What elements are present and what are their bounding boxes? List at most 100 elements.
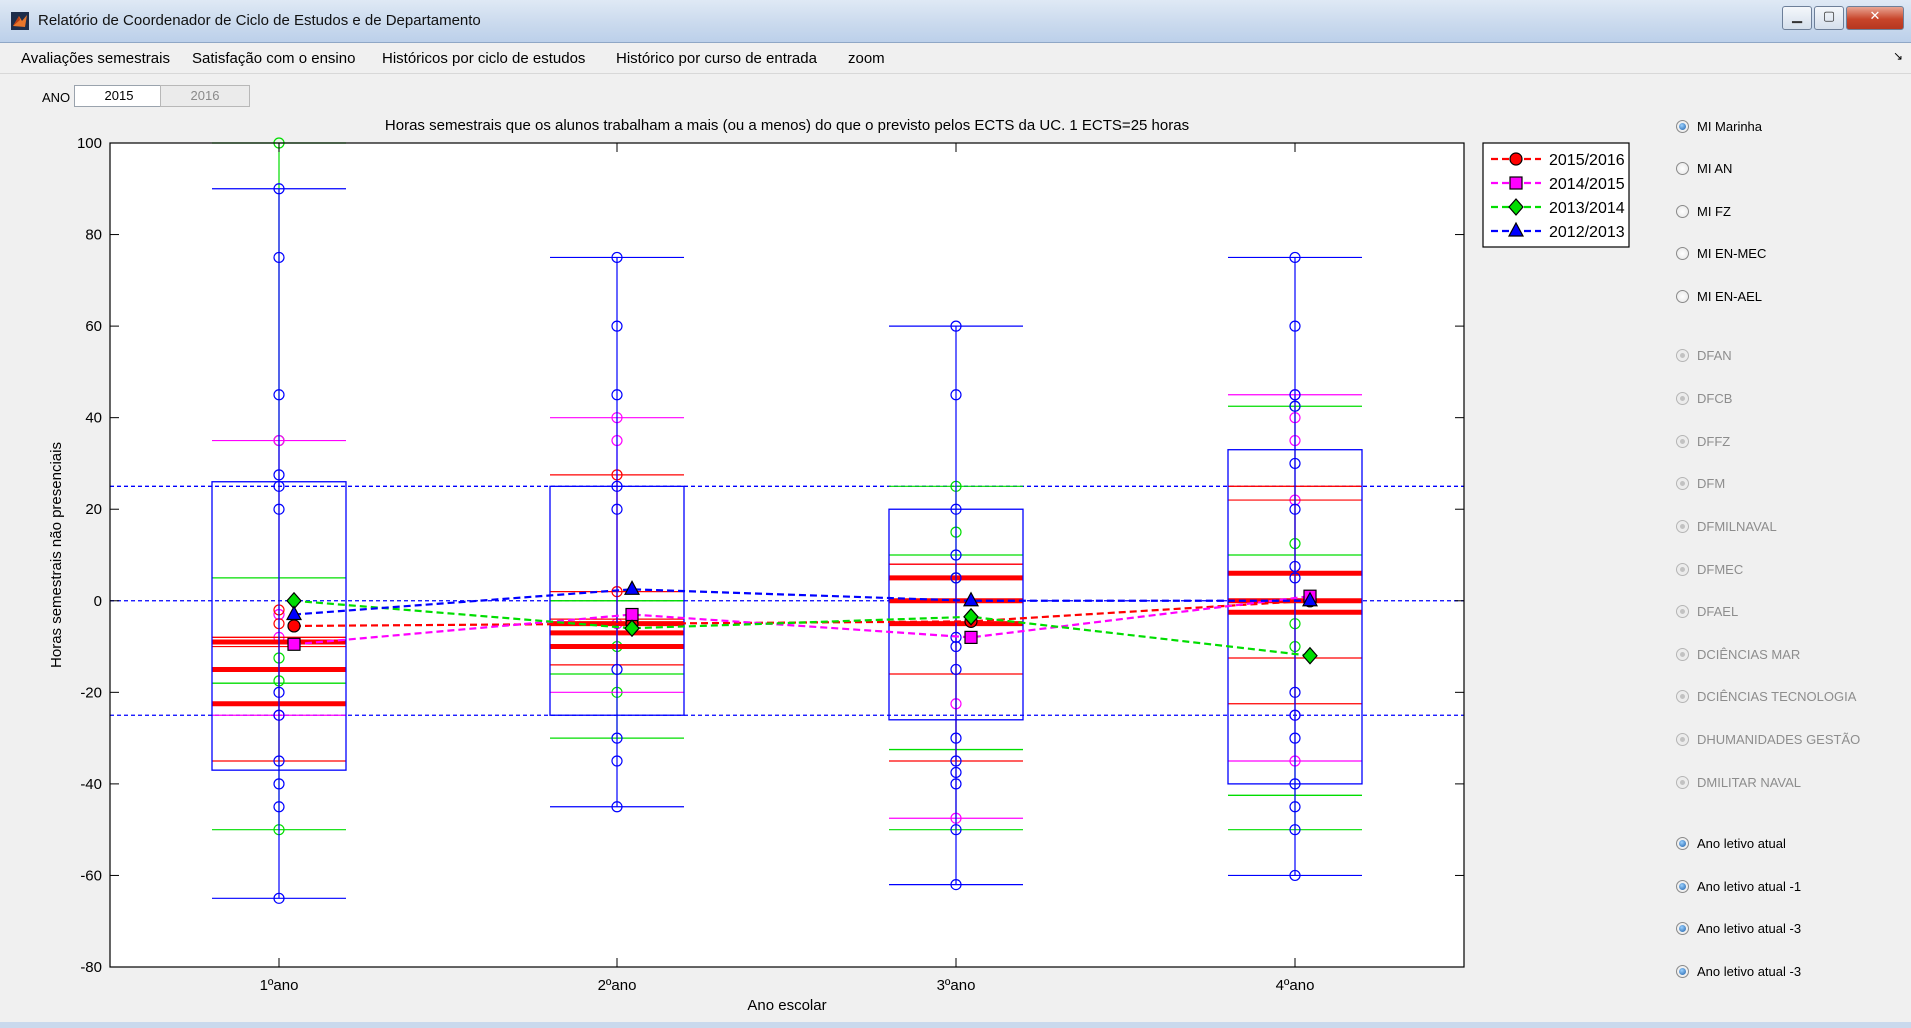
close-icon[interactable]: ✕	[1846, 6, 1904, 30]
radio-ano-letivo-atual-3a[interactable]: Ano letivo atual -3	[1676, 918, 1801, 938]
menu-avaliacoes-semestrais[interactable]: Avaliações semestrais	[21, 50, 170, 67]
data-point	[611, 801, 623, 813]
y-tick-label: -80	[80, 959, 102, 976]
y-tick-label: 40	[85, 410, 102, 427]
axes-frame	[109, 142, 1465, 968]
radio-mi-marinha[interactable]: MI Marinha	[1676, 116, 1762, 136]
radio-label: Ano letivo atual -1	[1697, 878, 1802, 894]
radio-dfm[interactable]: DFM	[1676, 473, 1725, 493]
radio-dffz[interactable]: DFFZ	[1676, 431, 1730, 451]
radio-label: Ano letivo atual -3	[1697, 963, 1802, 979]
radio-label: Ano letivo atual	[1697, 835, 1786, 851]
legend-marker	[1507, 221, 1525, 237]
data-point	[950, 755, 962, 767]
x-tick-label: 2ºano	[598, 977, 637, 994]
data-point	[611, 503, 623, 515]
radio-icon	[1676, 964, 1689, 978]
radio-label: DFAEL	[1697, 603, 1739, 619]
radio-icon	[1676, 879, 1689, 893]
data-point	[273, 892, 285, 904]
radio-ano-letivo-atual[interactable]: Ano letivo atual	[1676, 833, 1786, 853]
legend-marker	[1508, 198, 1524, 216]
radio-dmilitar-naval[interactable]: DMILITAR NAVAL	[1676, 772, 1801, 792]
radio-label: DFMILNAVAL	[1697, 518, 1777, 534]
window-bottom-border	[0, 1022, 1911, 1028]
mean-marker	[625, 607, 639, 622]
radio-mi-en-ael[interactable]: MI EN-AEL	[1676, 286, 1762, 306]
box	[1227, 449, 1363, 785]
y-tick-label: -40	[80, 776, 102, 793]
data-point	[611, 732, 623, 744]
mean-marker	[287, 637, 301, 651]
radio-icon	[1676, 921, 1689, 935]
data-point	[1289, 503, 1301, 515]
mean-marker	[1302, 646, 1318, 665]
radio-icon	[1676, 204, 1689, 218]
data-point	[1289, 824, 1301, 836]
data-point	[273, 709, 285, 721]
radio-label: DFM	[1697, 475, 1726, 491]
data-point	[611, 663, 623, 676]
radio-dfmec[interactable]: DFMEC	[1676, 559, 1743, 579]
radio-icon	[1676, 732, 1689, 746]
mean-marker	[963, 607, 979, 626]
radio-mi-fz[interactable]: MI FZ	[1676, 201, 1731, 221]
legend-marker	[1509, 176, 1523, 190]
radio-dfan[interactable]: DFAN	[1676, 345, 1732, 365]
boxplot-chart: -80 -60 -40 -20 0 20 40 60 80 100 1ºano 2ºano 3ºano 4…	[48, 117, 1630, 1014]
matlab-app-icon	[11, 12, 29, 30]
data-point	[950, 389, 962, 401]
radio-mi-en-mec[interactable]: MI EN-MEC	[1676, 243, 1766, 263]
y-tick-label: 60	[85, 318, 102, 335]
radio-dhumanidades-gestao[interactable]: DHUMANIDADES GESTÃO	[1676, 729, 1860, 749]
radio-icon	[1676, 391, 1689, 405]
radio-mi-an[interactable]: MI AN	[1676, 158, 1732, 178]
radio-dciencias-mar[interactable]: DCIÊNCIAS MAR	[1676, 644, 1800, 664]
data-point	[1289, 686, 1301, 698]
data-point	[950, 320, 962, 332]
menu-overflow-icon[interactable]: ↘	[1892, 49, 1903, 63]
radio-label: DCIÊNCIAS TECNOLOGIA	[1697, 688, 1857, 704]
legend-label: 2015/2016	[1549, 152, 1625, 169]
radio-dciencias-tecnologia[interactable]: DCIÊNCIAS TECNOLOGIA	[1676, 686, 1856, 706]
menu-satisfacao-ensino[interactable]: Satisfação com o ensino	[192, 50, 356, 67]
radio-ano-letivo-atual-1[interactable]: Ano letivo atual -1	[1676, 876, 1801, 896]
data-point	[1289, 778, 1301, 790]
radio-label: MI EN-AEL	[1697, 288, 1763, 304]
box	[888, 508, 1024, 721]
menu-historico-curso[interactable]: Histórico por curso de entrada	[616, 50, 817, 67]
radio-label: MI AN	[1697, 160, 1733, 176]
radio-label: DCIÊNCIAS MAR	[1697, 646, 1801, 662]
radio-dfcb[interactable]: DFCB	[1676, 388, 1732, 408]
radio-label: Ano letivo atual -3	[1697, 920, 1802, 936]
maximize-icon[interactable]: ▢	[1814, 6, 1844, 30]
year-option-2016[interactable]: 2016	[160, 85, 250, 107]
mean-marker	[623, 580, 641, 595]
radio-dfmilnaval[interactable]: DFMILNAVAL	[1676, 516, 1777, 536]
radio-icon	[1676, 476, 1689, 490]
data-point	[1289, 572, 1301, 584]
mean-line	[293, 595, 1311, 646]
radio-label: MI FZ	[1697, 203, 1731, 219]
data-point	[950, 878, 962, 891]
x-tick-label: 4ºano	[1276, 977, 1315, 994]
data-point	[950, 572, 962, 584]
radio-dfael[interactable]: DFAEL	[1676, 601, 1738, 621]
data-point	[950, 549, 962, 561]
data-point	[273, 389, 285, 401]
menu-historicos-ciclo[interactable]: Históricos por ciclo de estudos	[382, 50, 586, 67]
data-point	[273, 183, 285, 195]
data-point	[950, 640, 962, 653]
data-point	[950, 663, 962, 676]
minimize-icon[interactable]: ▁	[1782, 6, 1812, 30]
data-point	[611, 480, 623, 492]
data-point	[273, 778, 285, 790]
radio-ano-letivo-atual-3b[interactable]: Ano letivo atual -3	[1676, 961, 1801, 981]
radio-icon	[1676, 647, 1689, 661]
y-tick-label: -20	[80, 684, 102, 701]
y-tick-label: 20	[85, 501, 102, 518]
mean-marker	[964, 630, 978, 645]
radio-label: DHUMANIDADES GESTÃO	[1697, 731, 1861, 747]
radio-icon	[1676, 836, 1689, 850]
menu-zoom[interactable]: zoom	[848, 50, 885, 67]
